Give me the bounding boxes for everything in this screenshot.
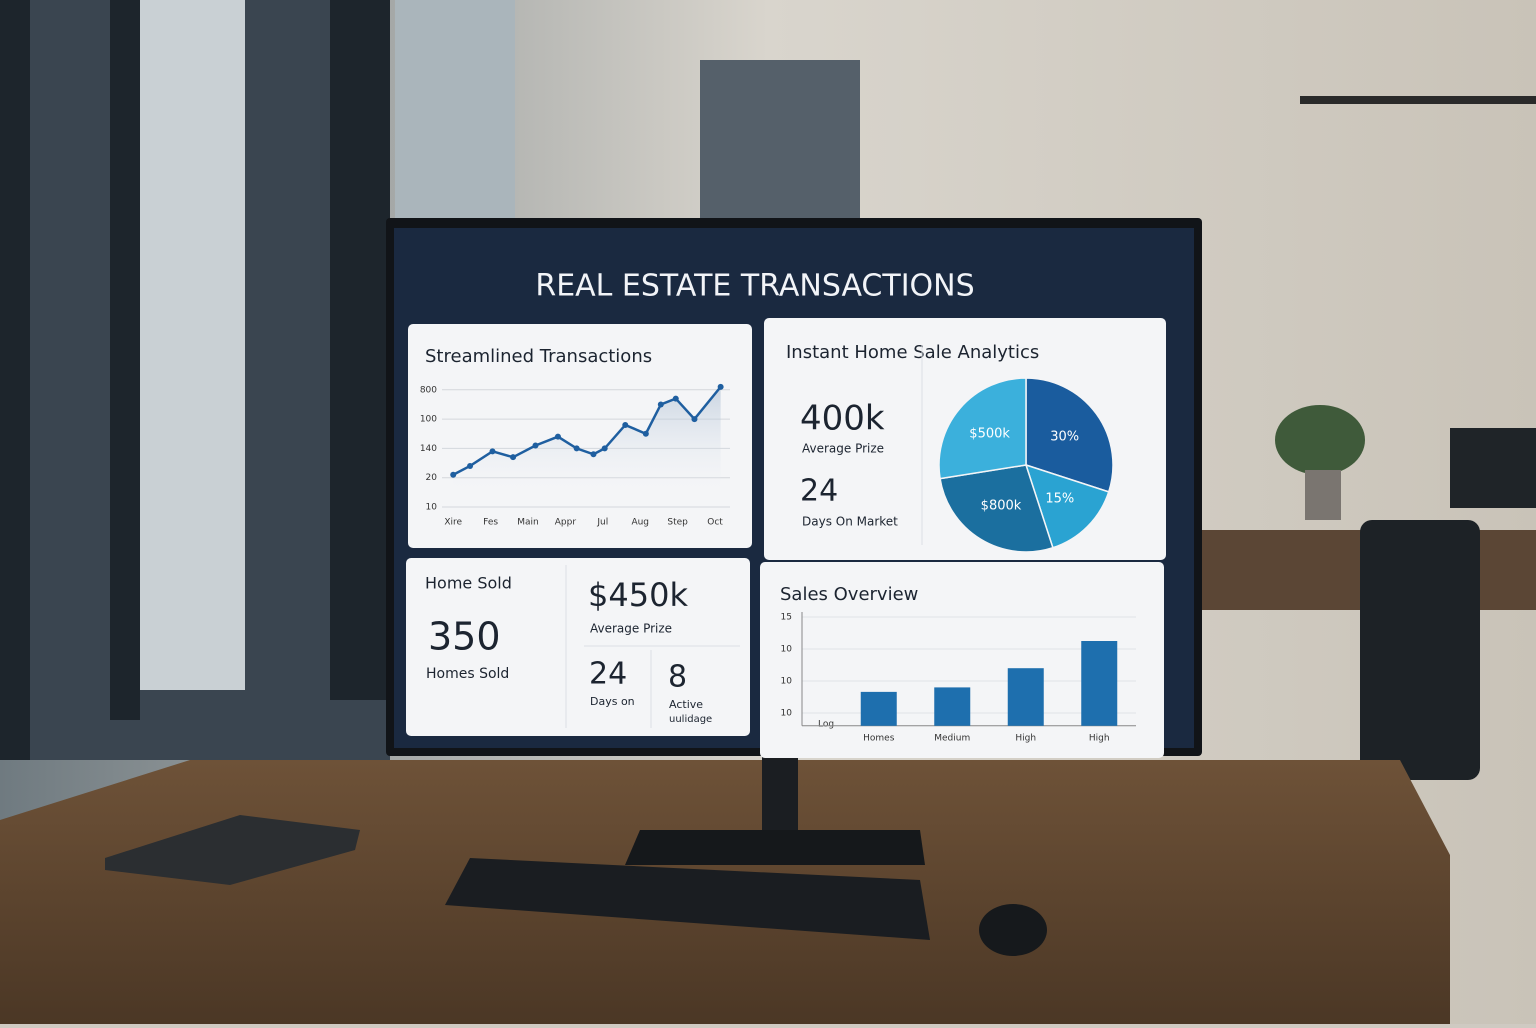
kpi-label: Homes Sold — [426, 666, 509, 682]
chair — [1360, 520, 1480, 780]
y-tick-label: 10 — [781, 677, 793, 687]
kpi-value: 24 — [800, 474, 838, 509]
bar — [1007, 668, 1044, 726]
y-tick-label: 100 — [420, 415, 437, 425]
line-point — [672, 395, 679, 402]
y-tick-label: 10 — [426, 503, 438, 513]
ceiling-light — [1300, 96, 1536, 104]
x-tick-label: Oct — [707, 518, 723, 528]
line-point — [489, 448, 496, 455]
y-tick-label: 15 — [781, 613, 792, 623]
bar — [934, 687, 971, 726]
kpi-label: Days On Market — [802, 515, 898, 529]
line-area — [453, 386, 721, 507]
pie-slice — [1025, 377, 1114, 493]
slice-label: $500k — [969, 426, 1010, 441]
y-tick-label: 10 — [781, 709, 793, 719]
x-tick-label: Fes — [483, 518, 498, 528]
panel — [406, 558, 750, 736]
slice-label: 15% — [1045, 491, 1074, 506]
kpi-label: uulidage — [669, 714, 712, 725]
kpi-label: Average Prize — [802, 442, 884, 456]
line-point — [573, 445, 580, 452]
y-tick-label: 10 — [781, 645, 793, 655]
kpi-value: 24 — [589, 657, 627, 692]
mouse — [979, 904, 1047, 956]
line-point — [622, 421, 629, 428]
line-point — [450, 471, 457, 478]
y-tick-label: 140 — [420, 444, 437, 454]
line-point — [510, 454, 517, 461]
window-frame — [0, 0, 30, 760]
back-monitor — [1450, 428, 1536, 508]
line-point — [717, 383, 724, 390]
x-tick-label: High — [1015, 733, 1036, 743]
window-frame — [110, 0, 140, 720]
pie-slice — [939, 464, 1054, 553]
line-point — [532, 442, 539, 449]
slice-label: 30% — [1050, 429, 1079, 444]
notebook — [105, 815, 360, 885]
x-tick-label: Homes — [863, 733, 895, 743]
panel-title: Instant Home Sale Analytics — [786, 342, 1039, 363]
kpi-value: 8 — [668, 660, 687, 695]
x-tick-label: High — [1089, 733, 1110, 743]
x-tick-label: Step — [667, 518, 688, 528]
panel-title: Sales Overview — [780, 584, 918, 605]
line-point — [590, 451, 597, 458]
x-tick-label: Jul — [596, 518, 608, 528]
line-point — [467, 462, 474, 469]
keyboard — [445, 858, 930, 940]
slice-label: $800k — [981, 498, 1022, 513]
y-tick-label: 20 — [426, 473, 438, 483]
pie-slice — [938, 377, 1027, 480]
kpi-label: Days on — [590, 695, 635, 708]
kpi-value: 400k — [800, 399, 885, 439]
x-tick-label: Main — [517, 518, 539, 528]
kpi-label: Average Prize — [590, 622, 672, 636]
building — [140, 0, 245, 690]
x-tick-label: Medium — [934, 733, 970, 743]
panel-title: Home Sold — [425, 574, 512, 593]
line-point — [601, 445, 608, 452]
kpi-value: 350 — [428, 615, 501, 659]
kpi-value: $450k — [588, 576, 688, 614]
y-tick-label: 800 — [420, 385, 437, 395]
x-tick-label: Aug — [631, 518, 649, 528]
building — [395, 0, 515, 240]
plant — [1275, 405, 1365, 475]
panel-title: Streamlined Transactions — [425, 346, 652, 367]
kpi-label: Active — [669, 698, 703, 711]
monitor-base — [625, 830, 925, 865]
bar — [860, 691, 897, 726]
bar — [1081, 641, 1118, 726]
window-frame — [330, 0, 390, 700]
dashboard-title: REAL ESTATE TRANSACTIONS — [535, 269, 974, 304]
x-axis-label: Log — [818, 720, 834, 730]
line-point — [554, 433, 561, 440]
line-point — [642, 430, 649, 437]
x-tick-label: Appr — [555, 518, 577, 528]
x-tick-label: Xire — [444, 518, 462, 528]
line-point — [657, 401, 664, 408]
pot — [1305, 470, 1341, 520]
line-point — [691, 416, 698, 423]
